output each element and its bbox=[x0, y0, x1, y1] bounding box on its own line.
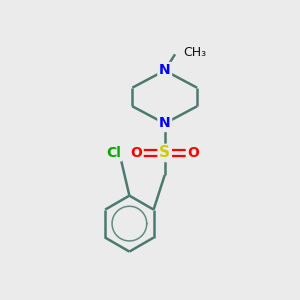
Text: O: O bbox=[130, 146, 142, 160]
Text: N: N bbox=[159, 64, 170, 77]
Text: O: O bbox=[187, 146, 199, 160]
Text: S: S bbox=[159, 146, 170, 160]
Text: CH₃: CH₃ bbox=[183, 46, 206, 59]
Text: Cl: Cl bbox=[106, 146, 121, 160]
Text: N: N bbox=[159, 116, 170, 130]
